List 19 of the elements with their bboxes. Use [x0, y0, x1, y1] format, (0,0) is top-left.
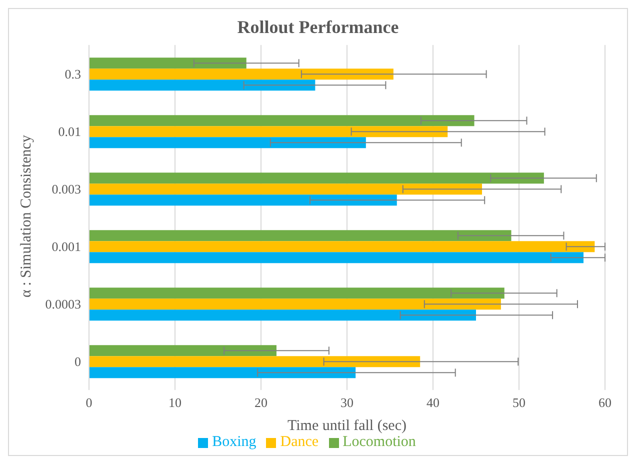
y-tick-label: 0 [74, 354, 81, 369]
x-tick-label: 30 [340, 395, 354, 410]
chart-title: Rollout Performance [236, 16, 400, 39]
y-tick-label: 0.01 [58, 124, 81, 139]
x-tick-label: 40 [426, 395, 440, 410]
y-tick-label: 0.001 [52, 238, 81, 254]
x-tick-label: 0 [86, 395, 92, 410]
x-axis-title: Time until fall (sec) [287, 418, 407, 434]
x-tick-label: 50 [512, 395, 526, 410]
legend-label: Locomotion [342, 434, 416, 450]
legend-label: Dance [280, 434, 319, 450]
y-tick-label: 0.3 [64, 66, 81, 82]
y-axis-title: α : Simulation Consistency [18, 134, 34, 298]
x-tick-label: 10 [168, 395, 182, 410]
y-tick-label: 0.0003 [45, 296, 81, 312]
x-tick-label: 20 [254, 395, 268, 410]
y-tick-label: 0.003 [52, 181, 81, 196]
legend-label: Boxing [212, 434, 256, 450]
x-tick-label: 60 [598, 395, 612, 410]
